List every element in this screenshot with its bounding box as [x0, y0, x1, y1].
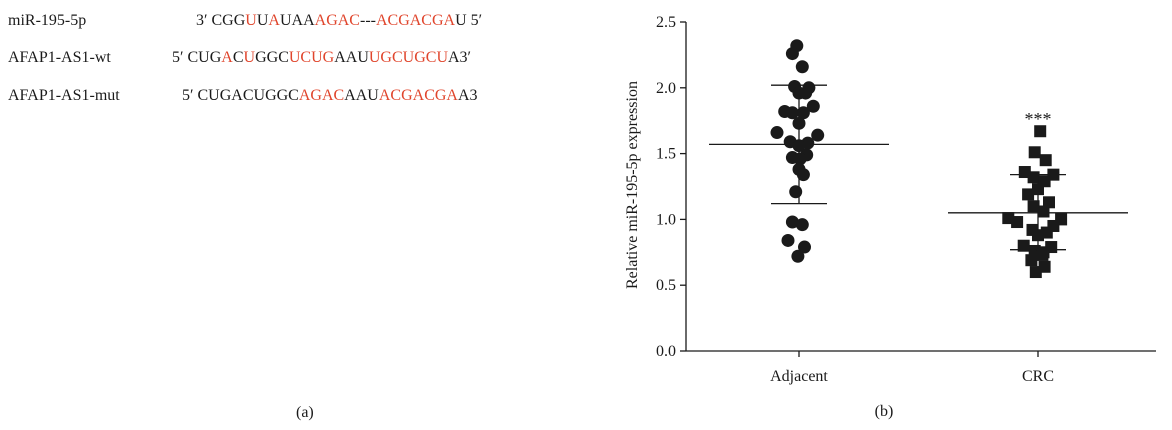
highlighted-base: U	[245, 12, 257, 29]
highlighted-base: U	[243, 49, 256, 66]
y-tick-label: 2.0	[656, 80, 676, 97]
data-point-square	[1039, 154, 1052, 167]
data-point-circle	[795, 60, 809, 74]
y-tick-label: 2.5	[656, 14, 676, 31]
data-point-square	[1025, 254, 1038, 267]
base: UAA	[279, 12, 315, 29]
base: 5′ CUG	[172, 49, 222, 66]
highlighted-base: A	[268, 12, 280, 29]
data-point-circle	[793, 152, 807, 166]
x-tick-label: CRC	[1022, 368, 1054, 385]
data-point-square	[1011, 216, 1024, 229]
sequence-alignment-panel: miR-195-5p 3′ CGGUUAUAAAGAC---ACGACGAU 5′…	[8, 12, 482, 421]
sequence-label: AFAP1-AS1-mut	[8, 87, 120, 104]
base: 5′ CUGACUGGC	[182, 87, 299, 104]
y-tick-label: 1.0	[656, 211, 676, 228]
panel-b-caption: (b)	[875, 403, 894, 420]
base: U	[256, 12, 269, 29]
data-point-square	[1036, 248, 1049, 261]
chart-marks: ***	[709, 39, 1128, 279]
y-axis-label: Relative miR-195-5p expression	[624, 81, 641, 289]
base: A3	[457, 87, 478, 104]
base: 3′ CGG	[196, 12, 246, 29]
data-point-circle	[781, 233, 795, 247]
highlighted-base: UCUG	[288, 49, 335, 66]
highlighted-base: AGAC	[298, 87, 345, 104]
data-point-circle	[785, 106, 799, 120]
base: U 5′	[455, 12, 483, 29]
data-point-circle	[789, 185, 803, 199]
sequence-text: 5′ CUGACUGGCAGACAAUACGACGAA3	[182, 87, 478, 105]
data-point-square	[1027, 200, 1040, 213]
y-tick-label: 0.0	[656, 343, 676, 360]
base: AAU	[344, 87, 379, 104]
data-point-square	[1017, 239, 1030, 252]
sequence-label: miR-195-5p	[8, 12, 87, 29]
data-point-circle	[811, 128, 825, 142]
data-point-square	[1028, 146, 1041, 159]
data-point-circle	[770, 126, 784, 140]
base: A3′	[448, 49, 472, 66]
data-point-square	[1037, 205, 1050, 218]
data-point-circle	[799, 86, 813, 100]
chart-axes: 0.0 0.5 1.0 1.5 2.0 2.5 Adjacent CRC	[656, 14, 1156, 385]
sequence-label: AFAP1-AS1-wt	[8, 49, 111, 66]
sequence-text: 5′ CUGACUGGCUCUGAAUUGCUGCUA3′	[172, 49, 471, 67]
data-point-square	[1022, 188, 1035, 201]
x-tick-label: Adjacent	[770, 368, 828, 385]
data-point-square	[1043, 196, 1055, 209]
significance-marker: ***	[1025, 109, 1052, 129]
y-tick-label: 1.5	[656, 146, 676, 163]
highlighted-base: ACGACGA	[378, 87, 458, 104]
sequence-text: 3′ CGGUUAUAAAGAC---ACGACGAU 5′	[196, 12, 482, 30]
y-tick-label: 0.5	[656, 277, 676, 294]
data-point-circle	[796, 168, 810, 182]
highlighted-base: ACGACGA	[375, 12, 456, 29]
data-point-square	[1034, 125, 1047, 138]
data-point-circle	[806, 99, 820, 113]
data-point-circle	[785, 47, 799, 61]
data-point-circle	[785, 215, 799, 229]
panel-a-caption: (a)	[296, 404, 314, 421]
data-point-circle	[798, 240, 811, 254]
data-point-circle	[791, 249, 805, 263]
data-point-circle	[795, 218, 809, 232]
data-point-square	[1040, 226, 1053, 239]
base: GGC	[255, 49, 289, 66]
highlighted-base: UGCUGCU	[368, 49, 448, 66]
highlighted-base: A	[221, 49, 233, 66]
data-point-square	[1029, 266, 1042, 279]
data-point-circle	[796, 106, 810, 120]
base: C	[232, 49, 244, 66]
highlighted-base: AGAC	[314, 12, 360, 29]
base: AAU	[334, 49, 369, 66]
base: ---	[359, 12, 376, 29]
expression-scatter-chart: 0.0 0.5 1.0 1.5 2.0 2.5 Adjacent CRC *** Relati…	[624, 14, 1156, 420]
